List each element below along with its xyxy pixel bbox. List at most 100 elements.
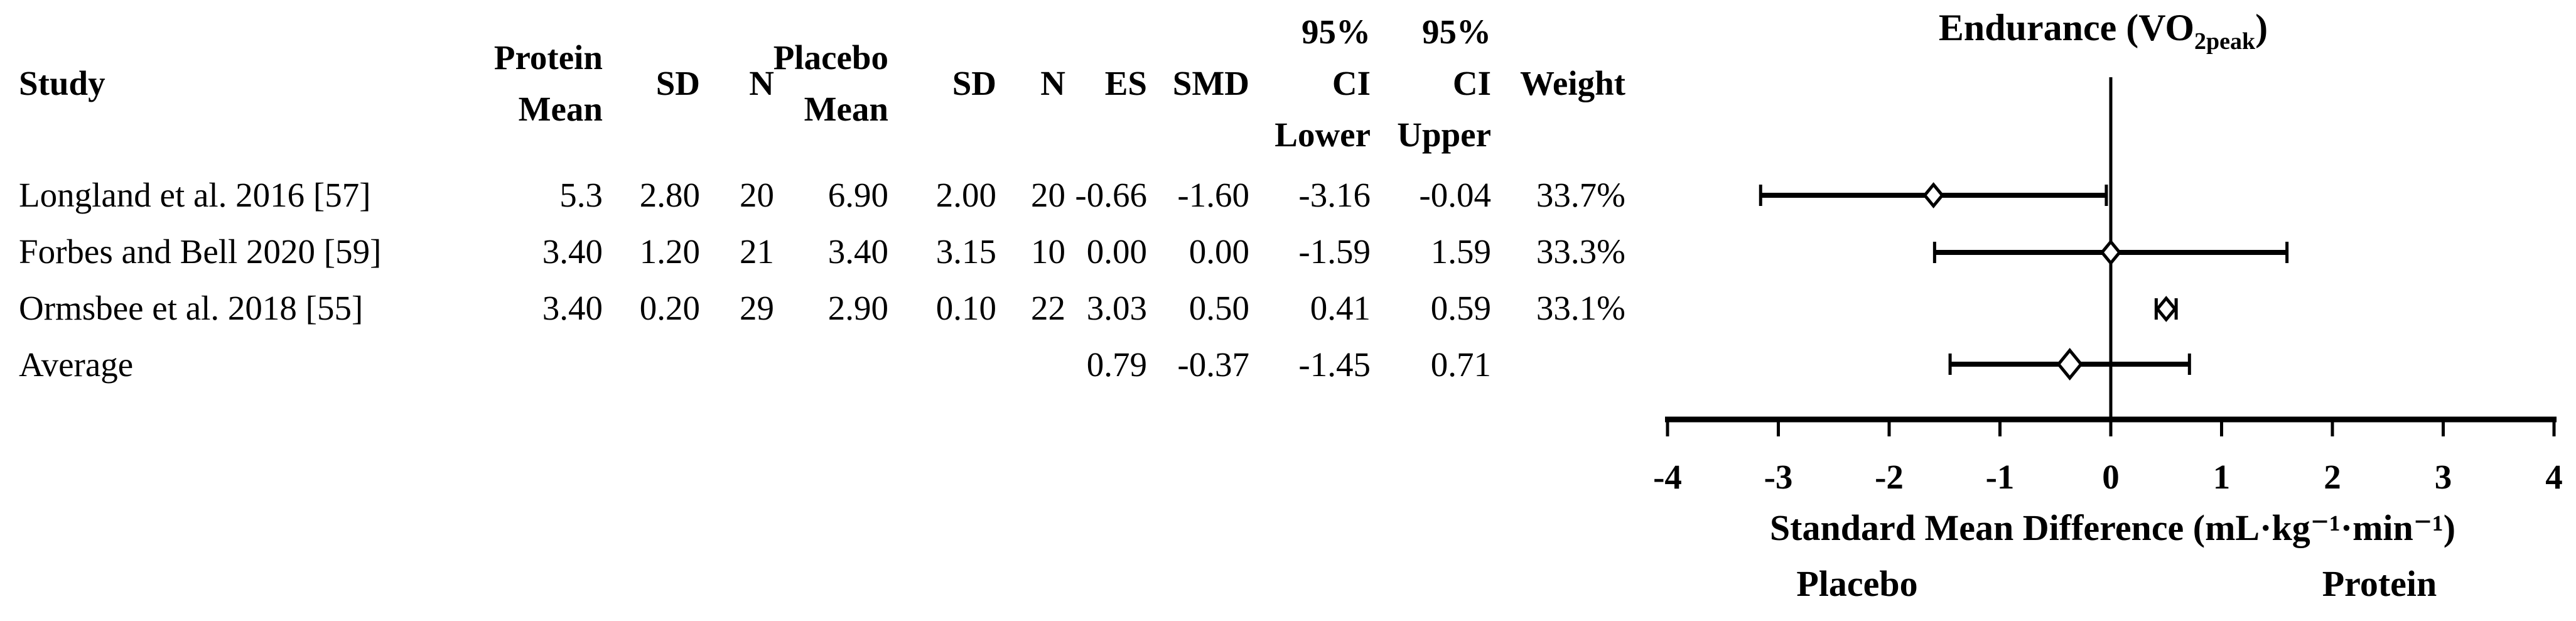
cell-es: 3.03: [1086, 289, 1147, 327]
forest-plot: Endurance (VO2peak) -4 -3 -2 -1 0 1 2 3 4 Standa…: [1601, 0, 2576, 621]
cell-protein-n: 20: [740, 176, 774, 214]
cell-protein-mean: [476, 337, 603, 393]
cell-ci-lower: -3.16: [1298, 176, 1371, 214]
x-axis-tick-label: 0: [2102, 458, 2120, 496]
col-header-smd: SMD: [1147, 0, 1249, 167]
cell-study: Average: [19, 345, 134, 384]
cell-smd: 0.50: [1188, 289, 1249, 327]
cell-placebo-n: 10: [1031, 232, 1065, 271]
effect-size-marker: [2099, 239, 2122, 266]
cell-protein-sd: 2.80: [639, 176, 700, 214]
cell-protein-mean: 3.40: [542, 289, 603, 327]
col-header-placebo-sd-label: SD: [952, 64, 996, 102]
col-header-ci-lower-95: 95%: [1301, 13, 1371, 51]
cell-placebo-mean: 2.90: [827, 289, 888, 327]
cell-ci-upper: -0.04: [1419, 176, 1491, 214]
col-header-es-label: ES: [1104, 64, 1147, 102]
col-header-protein-sd: SD: [603, 0, 700, 167]
plot-title: Endurance (VO2peak): [1821, 6, 2386, 53]
cell-study: Forbes and Bell 2020 [59]: [19, 232, 382, 271]
forest-plot-svg: -4 -3 -2 -1 0 1 2 3 4: [1653, 77, 2563, 496]
cell-ci-lower: -1.45: [1298, 345, 1371, 384]
cell-study: Ormsbee et al. 2018 [55]: [19, 289, 364, 327]
cell-protein-sd: 1.20: [639, 232, 700, 271]
plot-title-subscript: 2peak: [2194, 28, 2256, 55]
col-header-protein-n-label: N: [749, 64, 774, 102]
cell-es: 0.79: [1086, 345, 1147, 384]
x-axis-tick-label: -3: [1764, 458, 1793, 496]
cell-placebo-n: 22: [1031, 289, 1065, 327]
cell-smd: -1.60: [1177, 176, 1249, 214]
x-axis-tick-label: 4: [2545, 458, 2563, 496]
col-header-placebo-line: Placebo: [773, 38, 888, 77]
col-header-protein-n: N: [700, 0, 774, 167]
col-header-ci-lower-word: Lower: [1275, 116, 1371, 154]
col-header-ci-upper-ci: CI: [1452, 64, 1491, 102]
cell-weight: 33.7%: [1536, 176, 1625, 214]
cell-smd: 0.00: [1188, 232, 1249, 271]
cell-ci-lower: 0.41: [1310, 289, 1371, 327]
x-axis-right-label: Protein: [2322, 563, 2437, 604]
cell-weight: 33.3%: [1536, 232, 1625, 271]
cell-placebo-mean: 6.90: [827, 176, 888, 214]
x-axis-tick-label: -2: [1875, 458, 1904, 496]
plot-title-text: Endurance (VO: [1938, 7, 2195, 48]
results-table: Study Protein Mean SD N Placebo Mean SD …: [19, 0, 1626, 393]
cell-placebo-mean: [774, 337, 888, 393]
cell-placebo-sd: [888, 337, 996, 393]
cell-ci-upper: 1.59: [1430, 232, 1491, 271]
x-axis-tick-label: 3: [2435, 458, 2452, 496]
cell-protein-mean: 3.40: [542, 232, 603, 271]
col-header-ci-lower-ci: CI: [1332, 64, 1371, 102]
col-header-ci-lower: 95% CI Lower: [1249, 0, 1371, 167]
col-header-protein-mean: Protein Mean: [476, 0, 603, 167]
col-header-protein-sd-label: SD: [655, 64, 700, 102]
cell-placebo-sd: 2.00: [935, 176, 996, 214]
cell-protein-n: 21: [740, 232, 774, 271]
cell-placebo-sd: 0.10: [935, 289, 996, 327]
col-header-placebo-n: N: [996, 0, 1065, 167]
cell-ci-lower: -1.59: [1298, 232, 1371, 271]
col-header-weight-label: Weight: [1519, 64, 1625, 102]
cell-protein-mean: 5.3: [559, 176, 603, 214]
col-header-ci-upper-word: Upper: [1397, 116, 1491, 154]
x-axis-tick-label: -4: [1653, 458, 1682, 496]
x-axis-left-label: Placebo: [1796, 563, 1918, 604]
x-axis-label: Standard Mean Difference (mL·kg⁻¹·min⁻¹): [1769, 507, 2456, 548]
cell-protein-n: 29: [740, 289, 774, 327]
col-header-smd-label: SMD: [1172, 64, 1249, 102]
cell-es: 0.00: [1086, 232, 1147, 271]
col-header-protein-mean-line: Mean: [518, 90, 603, 128]
cell-protein-sd: [603, 337, 700, 393]
col-header-ci-upper: 95% CI Upper: [1371, 0, 1491, 167]
col-header-study: Study: [19, 0, 476, 167]
col-header-study-label: Study: [19, 64, 105, 102]
cell-protein-sd: 0.20: [639, 289, 700, 327]
cell-protein-n: [700, 337, 774, 393]
cell-study: Longland et al. 2016 [57]: [19, 176, 371, 214]
effect-size-marker: [1922, 182, 1944, 208]
col-header-placebo-sd: SD: [888, 0, 996, 167]
cell-placebo-n: 20: [1031, 176, 1065, 214]
col-header-protein-line: Protein: [493, 38, 603, 77]
col-header-placebo-n-label: N: [1040, 64, 1065, 102]
x-axis-tick-label: 1: [2213, 458, 2231, 496]
x-axis-tick-label: 2: [2324, 458, 2341, 496]
cell-placebo-n: [996, 337, 1065, 393]
cell-smd: -0.37: [1177, 345, 1249, 384]
cell-placebo-mean: 3.40: [827, 232, 888, 271]
cell-placebo-sd: 3.15: [935, 232, 996, 271]
effect-size-marker: [2056, 348, 2083, 381]
col-header-placebo-mean: Placebo Mean: [773, 0, 888, 167]
col-header-es: ES: [1065, 0, 1147, 167]
col-header-placebo-mean-line: Mean: [804, 90, 888, 128]
cell-ci-upper: 0.59: [1430, 289, 1491, 327]
x-axis-tick-label: -1: [1986, 458, 2015, 496]
col-header-ci-upper-95: 95%: [1422, 13, 1491, 51]
plot-title-close: ): [2255, 7, 2268, 48]
cell-es: -0.66: [1075, 176, 1147, 214]
cell-ci-upper: 0.71: [1430, 345, 1491, 384]
col-header-weight: Weight: [1491, 0, 1625, 167]
cell-weight: 33.1%: [1536, 289, 1625, 327]
